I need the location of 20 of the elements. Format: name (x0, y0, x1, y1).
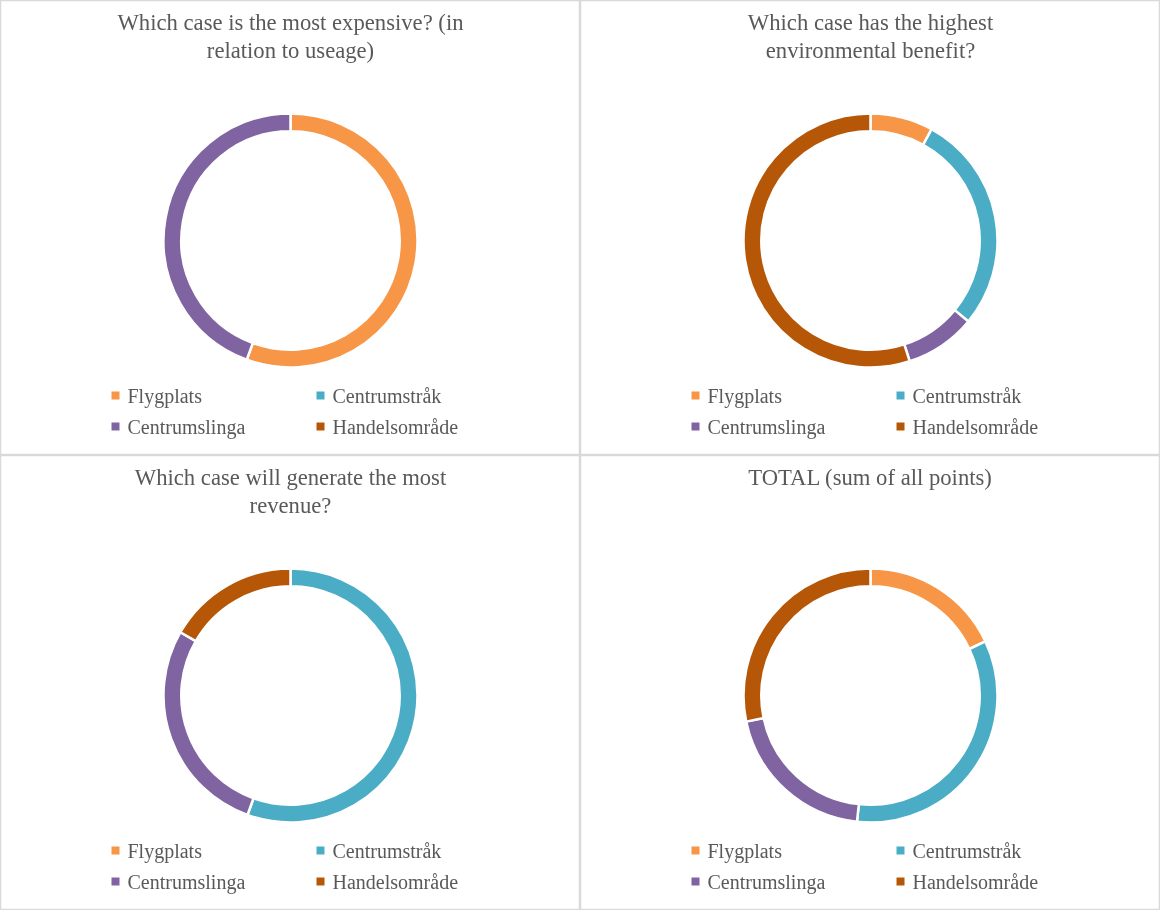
legend-label: Centrumstråk (912, 839, 1022, 862)
legend-label: Flygplats (127, 839, 203, 863)
legend-label: Flygplats (707, 839, 783, 863)
legend-label: Centrumstråk (332, 384, 442, 407)
legend-label: Centrumslinga (127, 870, 246, 894)
legend-label: Centrumslinga (127, 415, 246, 439)
legend-label: Handelsområde (912, 415, 1039, 438)
chart-title: TOTAL (sum of all points) (748, 465, 992, 490)
legend-label: Handelsområde (332, 870, 459, 893)
legend-label: Flygplats (127, 384, 203, 408)
legend-label: Flygplats (707, 384, 783, 408)
chart-title: Which case will generate the most revenue? (134, 465, 447, 518)
legend-label: Centrumslinga (707, 870, 826, 894)
chart-title: Which case has the highest environmental benefit? (747, 10, 994, 63)
legend-label: Handelsområde (912, 870, 1039, 893)
legend-label: Centrumstråk (332, 839, 442, 862)
legend-label: Handelsområde (332, 415, 459, 438)
chart-title: Which case is the most expensive? (in relation to useage) (117, 10, 464, 63)
legend-label: Centrumstråk (912, 384, 1022, 407)
legend-label: Centrumslinga (707, 415, 826, 439)
